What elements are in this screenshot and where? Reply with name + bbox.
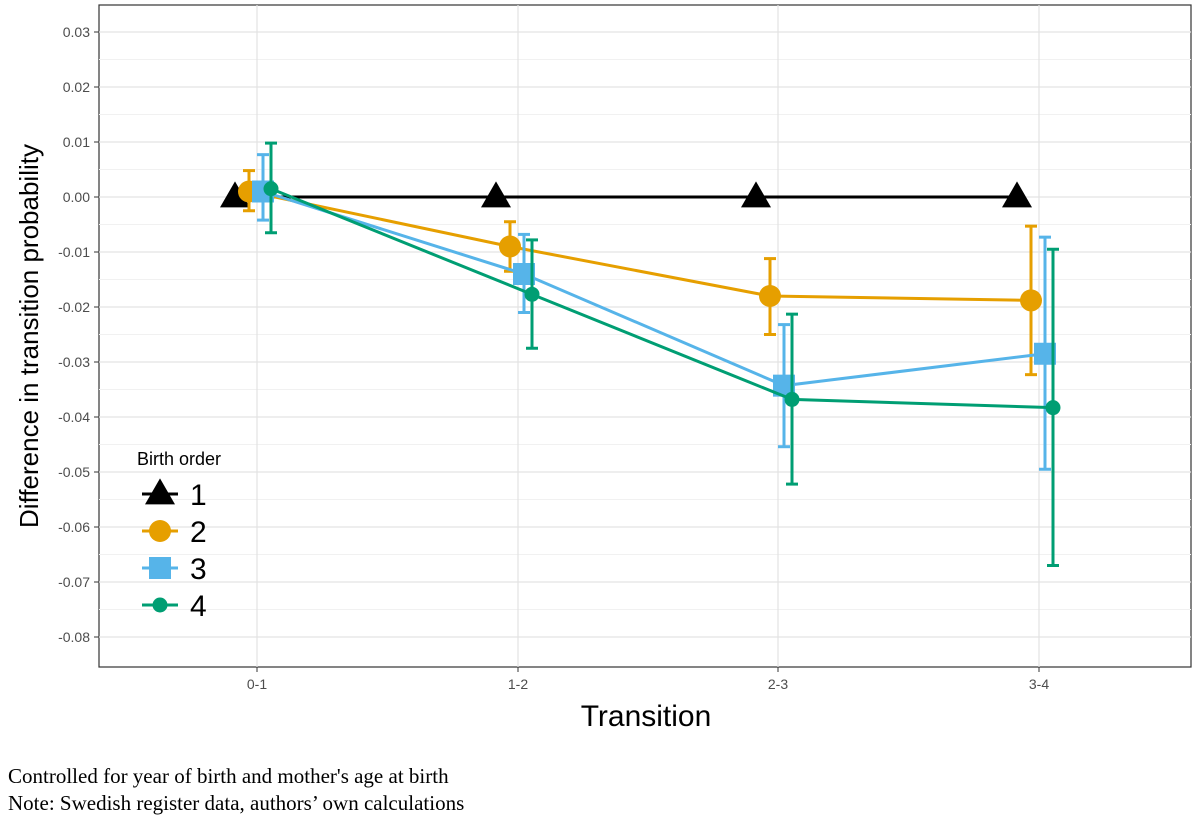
chart: 0.03 0.02 0.01 0.00 -0.01 -0.02 -0.03 -0.04 -0.0… xyxy=(14,4,1192,733)
data-point xyxy=(481,181,511,208)
series-layer xyxy=(220,141,1061,567)
y-tick-label: 0.00 xyxy=(63,189,90,205)
y-axis-ticks: 0.03 0.02 0.01 0.00 -0.01 -0.02 -0.03 -0.04 -0.0… xyxy=(58,24,99,645)
data-point xyxy=(741,181,771,208)
plot-panel xyxy=(98,4,1192,668)
series-3 xyxy=(252,153,1056,471)
series-2 xyxy=(238,169,1042,377)
y-tick-label: -0.07 xyxy=(58,574,90,590)
x-axis-ticks: 0-1 1-2 2-3 3-4 xyxy=(247,667,1049,692)
legend-title: Birth order xyxy=(137,449,221,469)
legend-key-marker xyxy=(152,597,168,613)
data-point xyxy=(499,235,521,258)
y-tick-label: -0.02 xyxy=(58,299,90,315)
data-point xyxy=(524,286,540,302)
x-tick-label: 0-1 xyxy=(247,676,267,692)
y-tick-label: -0.04 xyxy=(58,409,90,425)
legend-item-1: 1 xyxy=(142,478,207,512)
legend-label: 1 xyxy=(190,479,207,512)
legend-label: 4 xyxy=(190,590,207,623)
y-tick-label: -0.06 xyxy=(58,519,90,535)
note-controlled: Controlled for year of birth and mother'… xyxy=(8,764,449,788)
series-4 xyxy=(263,141,1061,567)
x-axis-title: Transition xyxy=(581,700,712,733)
legend: Birth order 1 2 3 4 xyxy=(137,449,221,623)
data-point xyxy=(1002,181,1032,208)
data-point xyxy=(759,285,781,307)
data-point xyxy=(784,391,800,407)
data-point xyxy=(513,263,535,285)
data-point xyxy=(220,181,250,208)
x-tick-label: 3-4 xyxy=(1029,676,1049,692)
series-1 xyxy=(220,181,1032,208)
y-tick-label: -0.01 xyxy=(58,244,90,260)
y-tick-label: 0.03 xyxy=(63,24,90,40)
legend-item-2: 2 xyxy=(142,516,207,549)
grid-minor xyxy=(99,59,1191,610)
data-point xyxy=(1045,400,1061,416)
series-line xyxy=(262,190,1046,388)
data-point xyxy=(1034,342,1056,365)
note-source: Note: Swedish register data, authors’ ow… xyxy=(8,791,465,815)
y-tick-label: -0.08 xyxy=(58,629,90,645)
x-tick-label: 2-3 xyxy=(768,676,788,692)
legend-key-marker xyxy=(149,520,171,542)
legend-key-marker xyxy=(149,557,171,579)
legend-item-3: 3 xyxy=(142,553,207,586)
data-point xyxy=(263,181,279,197)
y-tick-label: 0.01 xyxy=(63,134,90,150)
data-point xyxy=(1020,289,1042,312)
y-axis-title: Difference in transition probability xyxy=(14,144,44,528)
legend-label: 3 xyxy=(190,553,207,586)
y-tick-label: 0.02 xyxy=(63,79,90,95)
legend-label: 2 xyxy=(190,516,207,549)
data-point xyxy=(773,374,795,397)
y-tick-label: -0.05 xyxy=(58,464,90,480)
series-line xyxy=(248,190,1032,302)
x-tick-label: 1-2 xyxy=(508,676,528,692)
legend-item-4: 4 xyxy=(142,590,207,623)
y-tick-label: -0.03 xyxy=(58,354,90,370)
series-line xyxy=(270,187,1054,410)
grid-major xyxy=(99,5,1191,667)
legend-key-marker xyxy=(145,478,175,505)
